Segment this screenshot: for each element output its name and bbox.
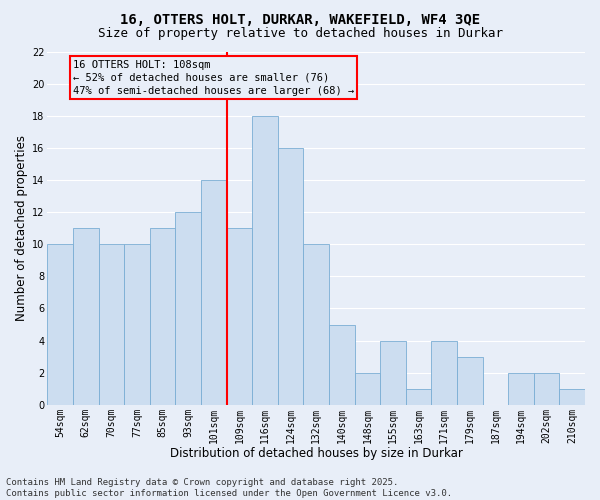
Bar [380,340,406,405]
X-axis label: Distribution of detached houses by size in Durkar: Distribution of detached houses by size … [170,447,463,460]
Bar [124,244,150,405]
Bar [98,244,124,405]
Bar [457,356,482,405]
Bar [278,148,304,405]
Bar [304,244,329,405]
Bar [406,388,431,405]
Bar [559,388,585,405]
Bar [150,228,175,405]
Bar [201,180,227,405]
Bar [534,372,559,405]
Bar [355,372,380,405]
Text: Size of property relative to detached houses in Durkar: Size of property relative to detached ho… [97,28,503,40]
Bar [175,212,201,405]
Bar [47,244,73,405]
Text: 16 OTTERS HOLT: 108sqm
← 52% of detached houses are smaller (76)
47% of semi-det: 16 OTTERS HOLT: 108sqm ← 52% of detached… [73,60,354,96]
Y-axis label: Number of detached properties: Number of detached properties [15,135,28,321]
Bar [431,340,457,405]
Bar [227,228,252,405]
Bar [508,372,534,405]
Text: 16, OTTERS HOLT, DURKAR, WAKEFIELD, WF4 3QE: 16, OTTERS HOLT, DURKAR, WAKEFIELD, WF4 … [120,12,480,26]
Bar [329,324,355,405]
Bar [73,228,98,405]
Bar [252,116,278,405]
Text: Contains HM Land Registry data © Crown copyright and database right 2025.
Contai: Contains HM Land Registry data © Crown c… [6,478,452,498]
